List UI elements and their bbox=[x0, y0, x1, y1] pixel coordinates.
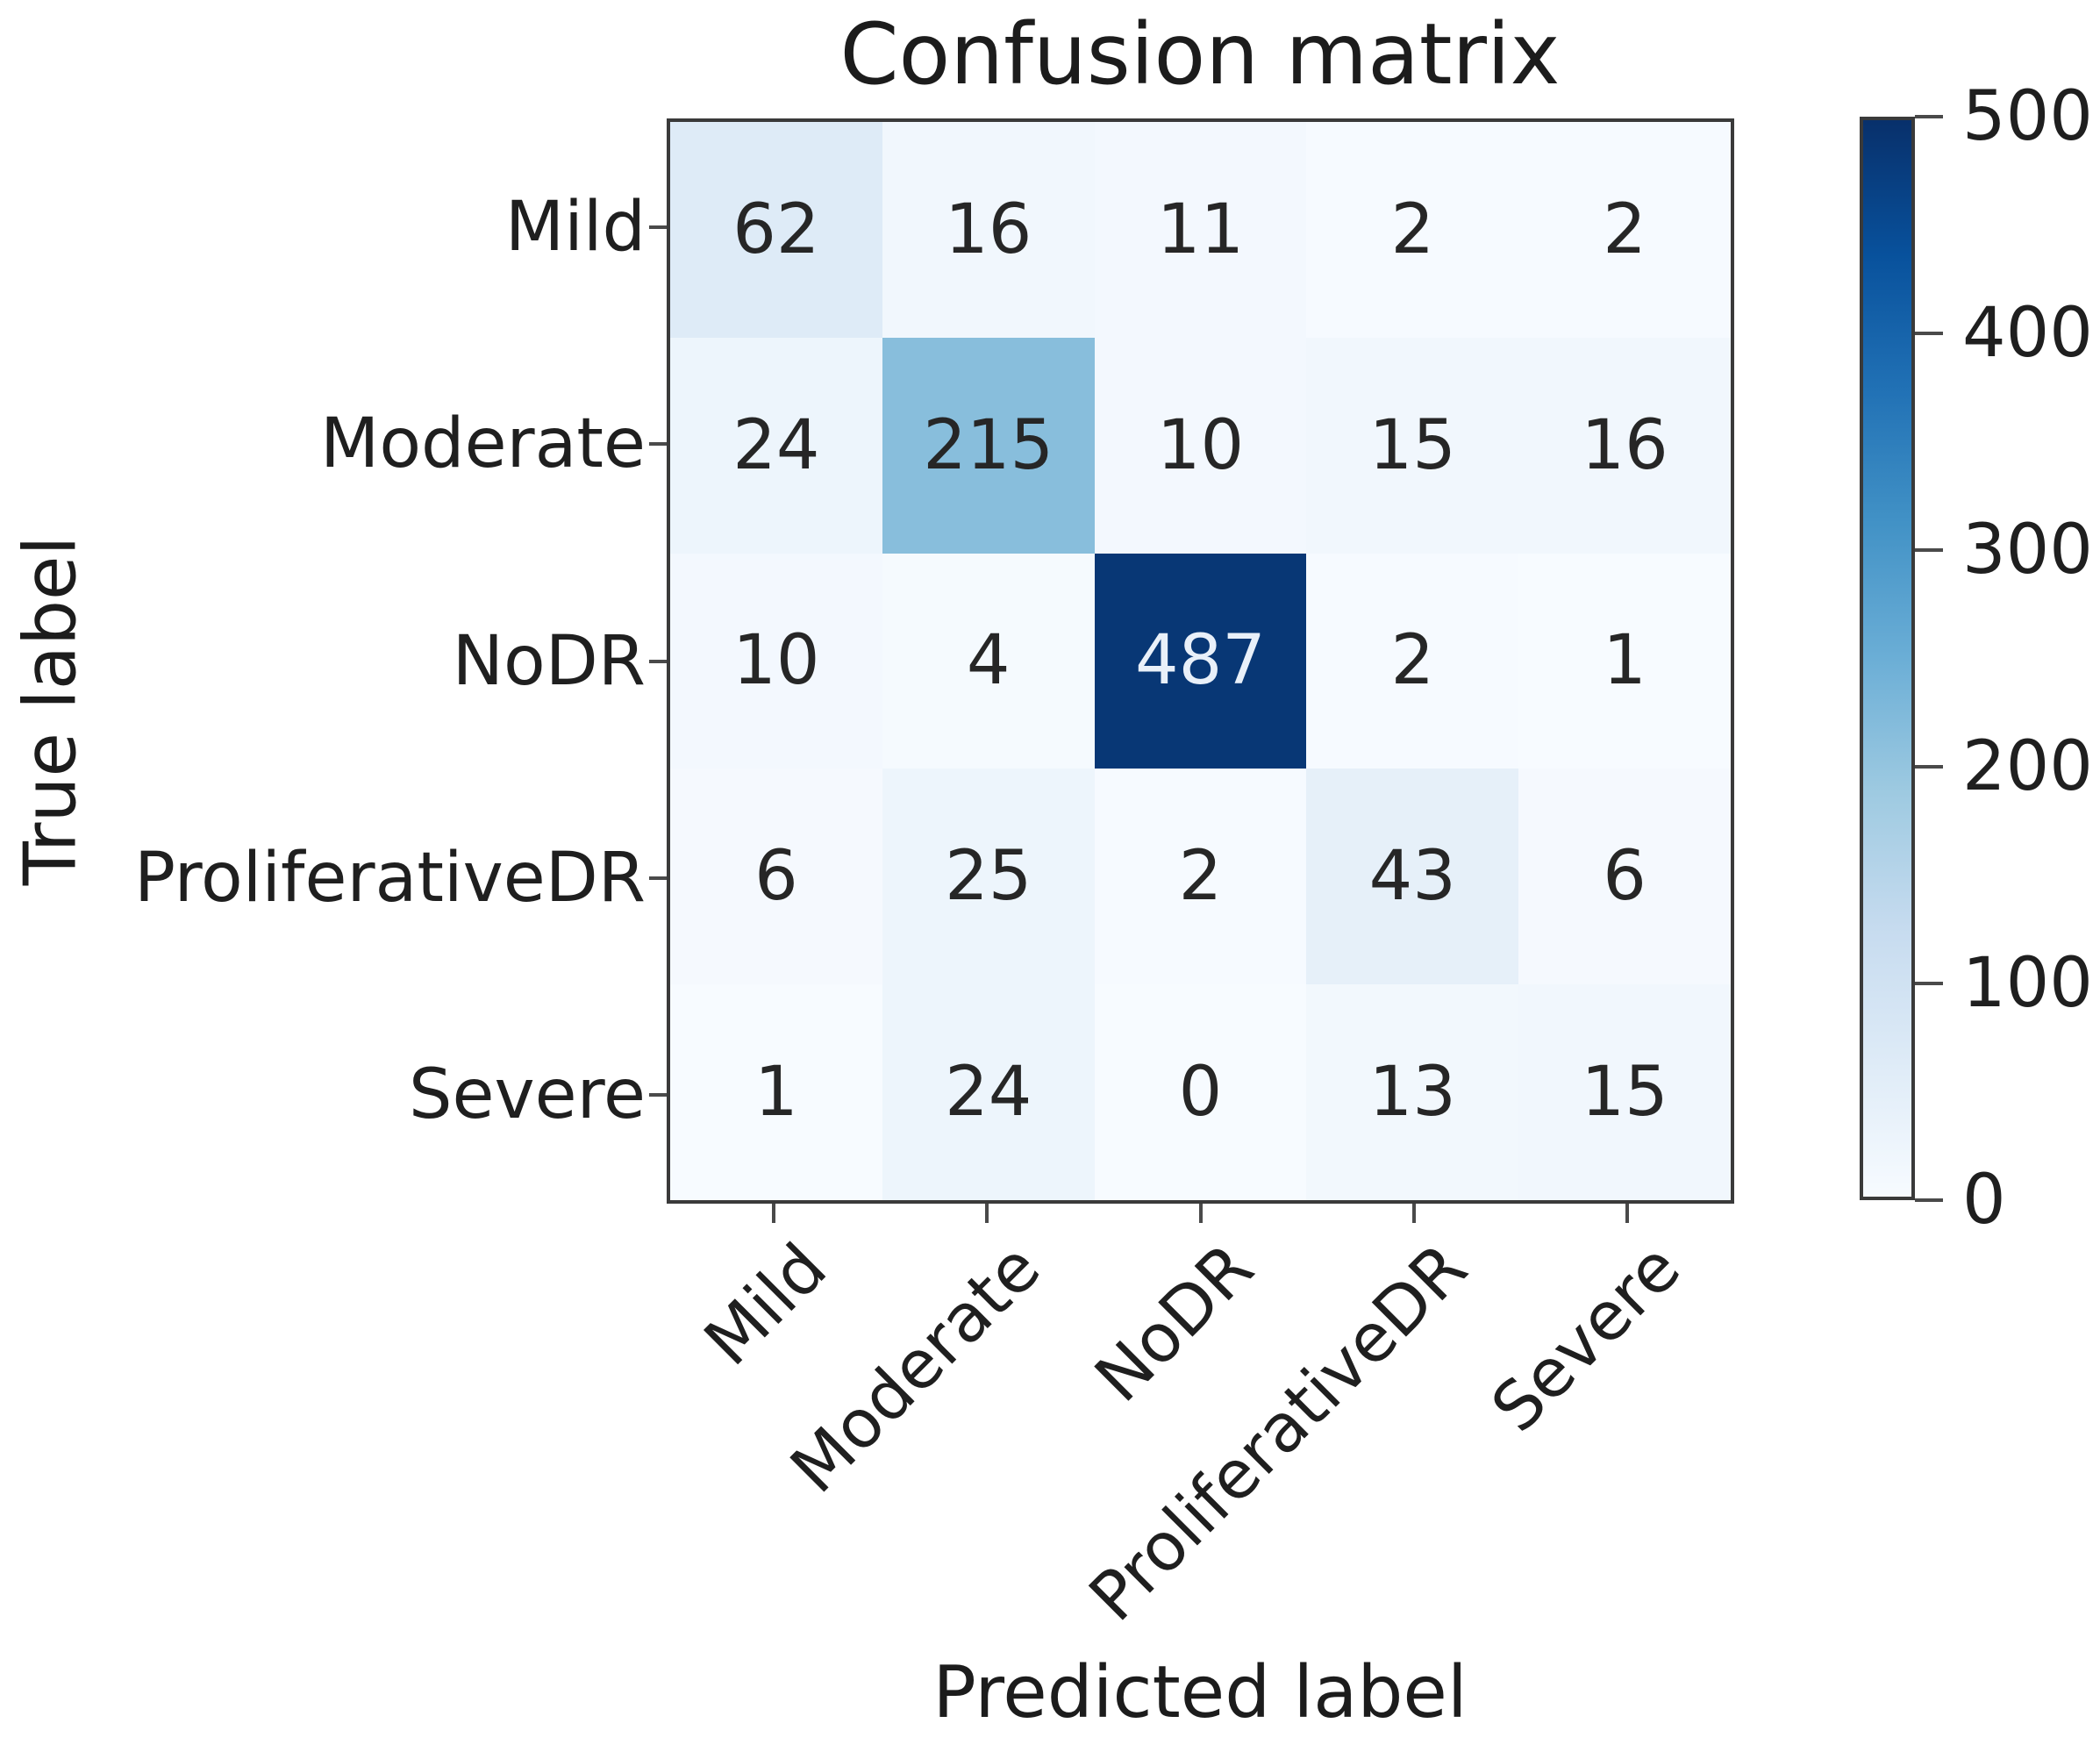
colorbar-tick-label: 100 bbox=[1962, 944, 2093, 1023]
colorbar-tick-mark bbox=[1915, 765, 1943, 769]
matrix-cell: 4 bbox=[882, 553, 1095, 769]
y-tick-mark bbox=[649, 225, 667, 229]
x-tick-label: Severe bbox=[1476, 1228, 1696, 1447]
matrix-cell: 62 bbox=[670, 122, 882, 338]
matrix-cell: 10 bbox=[670, 553, 882, 769]
colorbar-tick-label: 500 bbox=[1962, 77, 2093, 156]
y-tick-mark bbox=[649, 1093, 667, 1098]
x-tick-mark bbox=[771, 1204, 775, 1223]
y-tick-mark bbox=[649, 876, 667, 880]
matrix-cell: 16 bbox=[1518, 337, 1731, 554]
y-axis-title: True label bbox=[9, 535, 93, 886]
matrix-cell: 24 bbox=[670, 337, 882, 554]
matrix-cell: 6 bbox=[670, 769, 882, 985]
x-tick-label: Mild bbox=[689, 1228, 841, 1381]
colorbar-tick-label: 200 bbox=[1962, 727, 2093, 806]
x-tick-label: ProliferativeDR bbox=[1074, 1228, 1482, 1636]
colorbar-tick-label: 0 bbox=[1962, 1161, 2006, 1240]
matrix-cell: 13 bbox=[1306, 984, 1519, 1200]
heatmap-grid: 62 16 11 2 2 24 215 10 15 16 10 4 487 2 1 6 25 2 43 6 1 24 0 13… bbox=[667, 118, 1734, 1204]
matrix-cell: 1 bbox=[1518, 553, 1731, 769]
colorbar-tick-mark bbox=[1915, 332, 1943, 335]
y-tick-label: Mild bbox=[504, 187, 646, 267]
matrix-cell: 6 bbox=[1518, 769, 1731, 985]
colorbar-tick-mark bbox=[1915, 1198, 1943, 1202]
matrix-cell: 215 bbox=[882, 337, 1095, 554]
x-tick-mark bbox=[1411, 1204, 1416, 1223]
x-tick-mark bbox=[1198, 1204, 1203, 1223]
matrix-cell: 25 bbox=[882, 769, 1095, 985]
x-tick-mark bbox=[985, 1204, 989, 1223]
colorbar-tick-mark bbox=[1915, 548, 1943, 552]
matrix-cell: 0 bbox=[1094, 984, 1307, 1200]
y-tick-label: Moderate bbox=[320, 404, 646, 484]
x-tick-mark bbox=[1625, 1204, 1630, 1223]
chart-title: Confusion matrix bbox=[839, 5, 1561, 104]
matrix-cell: 24 bbox=[882, 984, 1095, 1200]
colorbar-tick-label: 300 bbox=[1962, 511, 2093, 590]
matrix-cell: 2 bbox=[1094, 769, 1307, 985]
matrix-cell: 15 bbox=[1306, 337, 1519, 554]
matrix-cell: 10 bbox=[1094, 337, 1307, 554]
matrix-cell: 15 bbox=[1518, 984, 1731, 1200]
matrix-cell: 2 bbox=[1518, 122, 1731, 338]
y-tick-mark bbox=[649, 659, 667, 663]
matrix-cell: 1 bbox=[670, 984, 882, 1200]
matrix-cell: 487 bbox=[1094, 553, 1307, 769]
colorbar-tick-label: 400 bbox=[1962, 294, 2093, 373]
colorbar-tick-mark bbox=[1915, 982, 1943, 985]
matrix-cell: 2 bbox=[1306, 122, 1519, 338]
x-axis-title: Predicted label bbox=[932, 1651, 1468, 1734]
colorbar bbox=[1860, 117, 1915, 1200]
x-tick-label: NoDR bbox=[1079, 1228, 1268, 1417]
y-tick-label: NoDR bbox=[452, 621, 646, 701]
matrix-cell: 11 bbox=[1094, 122, 1307, 338]
matrix-cell: 43 bbox=[1306, 769, 1519, 985]
colorbar-tick-mark bbox=[1915, 115, 1943, 118]
y-tick-label: Severe bbox=[409, 1055, 646, 1135]
y-tick-mark bbox=[649, 442, 667, 447]
matrix-cell: 2 bbox=[1306, 553, 1519, 769]
matrix-cell: 16 bbox=[882, 122, 1095, 338]
y-tick-label: ProliferativeDR bbox=[133, 838, 646, 918]
